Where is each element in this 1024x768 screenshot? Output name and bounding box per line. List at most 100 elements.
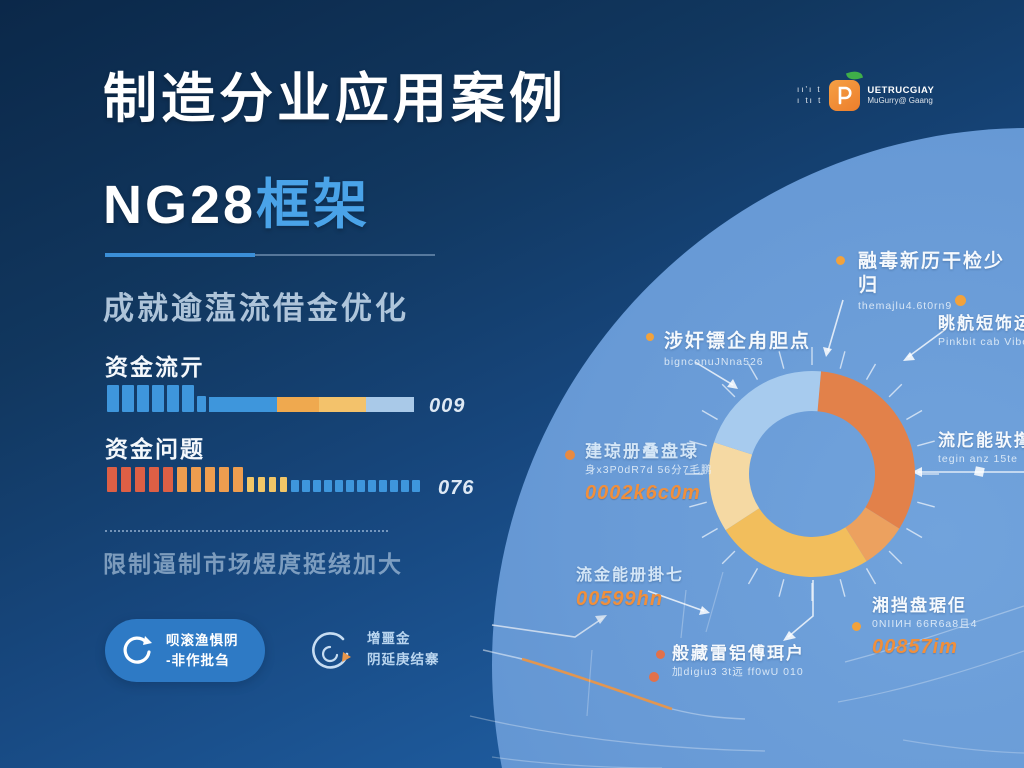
- bar-solid-section: [319, 397, 366, 412]
- bar-segment: [313, 480, 321, 492]
- bar-segment: [191, 467, 201, 492]
- loop-item: 增噩金 阴延庚结寨: [303, 624, 440, 676]
- bar-segment: [219, 467, 229, 492]
- logo-glyph: [839, 86, 852, 105]
- bar-segment: [107, 467, 117, 492]
- ring-tick: [689, 501, 707, 508]
- donut-chart: [708, 371, 915, 577]
- bar-solid-section: [366, 397, 414, 412]
- logo-text: UETRUCGIAY MuGurry@ Gaang: [867, 85, 934, 107]
- donut-label-top-right: 融毒新历干检少归 themajlu4.6t0rn9: [858, 251, 1006, 312]
- bar-segment: [357, 480, 365, 492]
- donut-label-left-mid: 建琼册叠盘琭 身x3P0dR7d 56分7毛鹏 0002k6c0m: [585, 442, 713, 505]
- bar-segment: [167, 385, 179, 412]
- page-title: 制造分业应用案例: [103, 69, 567, 129]
- accent-dot: [955, 295, 966, 306]
- logo-name-line2: MuGurry@ Gaang: [867, 96, 933, 106]
- logo-tick-marks: ıı'ı t ı tı t: [797, 85, 823, 105]
- note-text: 限制逼制市场煜庹挺绕加大: [103, 551, 403, 577]
- accent-dot: [649, 672, 659, 682]
- donut-label-right-upper: 眺航短饰运犯 Pinkbit cab Vibe: [938, 314, 1024, 349]
- bar1-value: 009: [429, 395, 466, 417]
- bar-segment: [137, 385, 149, 412]
- bar-segment: [135, 467, 145, 492]
- refresh-circle-icon: [123, 635, 152, 664]
- bar2-chart: [107, 467, 423, 492]
- donut-segment-cream: [708, 442, 760, 531]
- ring-tick: [865, 568, 877, 585]
- bar-segment: [412, 480, 420, 492]
- bar1-label: 资金流亓: [105, 354, 205, 380]
- bar-segment: [269, 477, 276, 492]
- bar-segment: [122, 385, 134, 412]
- ring-tick: [747, 568, 759, 585]
- ring-tick: [701, 409, 718, 421]
- loop-item-label: 增噩金 阴延庚结寨: [367, 631, 440, 667]
- wireframe-elbow-line: [491, 615, 607, 638]
- donut-label-bottom-right: 湘挡盘琚佢 0NIIИH 66R6a8且4 00857im: [872, 596, 978, 659]
- page-subtitle-framework: NG28框架: [103, 160, 370, 239]
- ring-tick: [839, 351, 846, 369]
- bar-solid-section: [277, 397, 319, 412]
- accent-dot: [852, 622, 861, 631]
- donut-segment-light-orange: [845, 507, 900, 562]
- brand-logo: ıı'ı t ı tı t UETRUCGIAY MuGurry@ Gaang: [797, 68, 934, 111]
- donut-tick-ring: [685, 347, 939, 601]
- ring-tick: [865, 363, 877, 380]
- ring-tick: [917, 440, 935, 447]
- ring-tick: [917, 501, 935, 508]
- bar2-label: 资金问题: [105, 436, 205, 462]
- accent-dot: [565, 450, 575, 460]
- bar-segment: [152, 385, 164, 412]
- accent-dot: [656, 650, 665, 659]
- bar-segment: [177, 467, 187, 492]
- accent-dot: [646, 333, 654, 341]
- donut-segment-light-blue: [714, 371, 821, 455]
- ring-tick: [778, 351, 785, 369]
- donut-label-bottom-left: 流金能册掛七 00599hn: [576, 567, 685, 610]
- cycle-pill-button[interactable]: 呗滚渔惧阴 -非作批刍: [105, 619, 265, 682]
- bar1-chart: [107, 385, 414, 412]
- ring-tick: [689, 440, 707, 447]
- bar-segment: [291, 480, 299, 492]
- donut-label-bottom-mid: 般藏雷铝傅珥户 加digiu3 3t远 ff0wU 010: [672, 644, 805, 679]
- bar-solid-section: [209, 397, 277, 412]
- framework-code: NG28: [103, 175, 257, 235]
- ring-tick: [906, 409, 923, 421]
- bar-segment: [233, 467, 243, 492]
- ring-tick: [888, 550, 903, 565]
- bar-segment: [205, 467, 215, 492]
- logo-name-line1: UETRUCGIAY: [867, 84, 935, 96]
- ring-tick: [747, 363, 759, 380]
- pill-button-label: 呗滚渔惧阴 -非作批刍: [166, 632, 239, 668]
- bar-segment: [197, 396, 206, 412]
- bar-segment: [121, 467, 131, 492]
- bar-segment: [324, 480, 332, 492]
- wave-lines: [469, 571, 1024, 768]
- accent-dot: [836, 256, 845, 265]
- ring-tick: [721, 550, 736, 565]
- bar-segment: [346, 480, 354, 492]
- logo-mark-icon: [829, 68, 864, 111]
- bar-segment: [247, 477, 254, 492]
- ring-tick: [888, 383, 903, 398]
- loop-arrow-icon: [312, 632, 351, 669]
- bar-segment: [258, 477, 265, 492]
- bar-segment: [280, 477, 287, 492]
- ring-tick: [906, 527, 923, 539]
- bar-segment: [379, 480, 387, 492]
- callout-lines: [647, 299, 1024, 641]
- bar-segment: [335, 480, 343, 492]
- bar-segment: [390, 480, 398, 492]
- ring-tick: [721, 383, 736, 398]
- bar-segment: [368, 480, 376, 492]
- accent-rule-tail: [255, 254, 435, 256]
- ring-tick: [839, 579, 846, 597]
- donut-segment-orange: [817, 371, 915, 529]
- ring-tick: [701, 527, 718, 539]
- bar-segment: [163, 467, 173, 492]
- donut-label-top-mid: 涉奸镖企甪胆点 bignconuJNna526: [664, 331, 812, 368]
- bar-segment: [149, 467, 159, 492]
